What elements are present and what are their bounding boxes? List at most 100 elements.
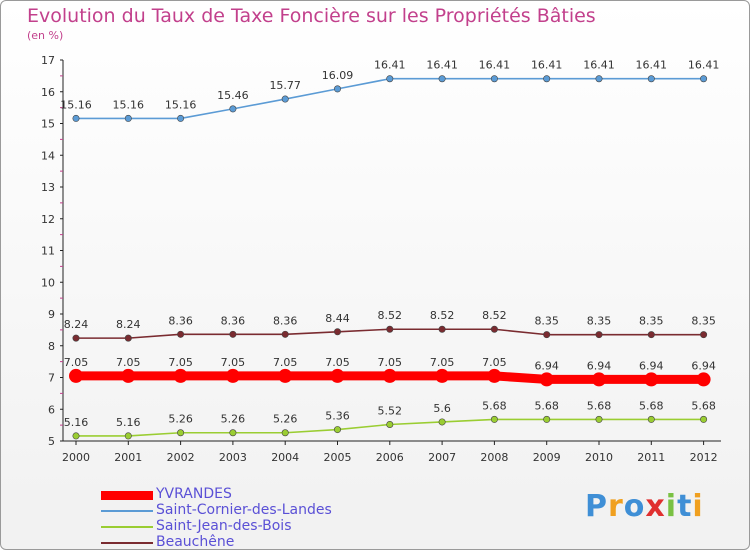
data-point bbox=[647, 415, 655, 423]
data-point bbox=[330, 368, 345, 383]
legend-entry: Saint-Jean-des-Bois bbox=[101, 518, 401, 535]
data-point bbox=[121, 368, 136, 383]
data-label: 5.16 bbox=[64, 416, 89, 429]
data-point bbox=[69, 368, 83, 383]
legend-label: Beauchêne bbox=[156, 534, 235, 550]
y-tick-label: 12 bbox=[41, 213, 55, 226]
data-label: 16.41 bbox=[636, 59, 668, 72]
data-label: 8.44 bbox=[325, 312, 350, 325]
data-label: 5.26 bbox=[273, 413, 298, 426]
x-tick-label: 2006 bbox=[376, 451, 404, 464]
data-label: 6.94 bbox=[691, 359, 716, 372]
data-point bbox=[438, 325, 446, 333]
legend-label: Saint-Cornier-des-Landes bbox=[156, 502, 332, 518]
y-tick-label: 17 bbox=[41, 54, 55, 67]
data-point bbox=[173, 368, 188, 383]
data-label: 15.77 bbox=[269, 79, 301, 92]
legend-swatch bbox=[101, 526, 153, 528]
x-tick-label: 2005 bbox=[324, 451, 352, 464]
legend-swatch bbox=[101, 490, 153, 500]
data-point bbox=[177, 114, 185, 122]
data-label: 8.52 bbox=[482, 309, 507, 322]
data-label: 6.94 bbox=[534, 359, 559, 372]
data-label: 15.46 bbox=[217, 89, 249, 102]
data-point bbox=[177, 330, 185, 338]
y-tick-label: 14 bbox=[41, 149, 55, 162]
x-tick-label: 2003 bbox=[219, 451, 247, 464]
data-label: 7.05 bbox=[430, 356, 455, 369]
data-point bbox=[386, 325, 394, 333]
data-label: 16.41 bbox=[688, 59, 720, 72]
data-point bbox=[177, 429, 185, 437]
legend-swatch bbox=[101, 510, 153, 512]
y-tick-label: 8 bbox=[48, 340, 55, 353]
data-point bbox=[386, 420, 394, 428]
x-tick-label: 2012 bbox=[690, 451, 718, 464]
data-point bbox=[595, 75, 603, 83]
x-tick-label: 2004 bbox=[271, 451, 299, 464]
y-tick-label: 11 bbox=[41, 245, 55, 258]
data-point bbox=[595, 331, 603, 339]
data-point bbox=[435, 368, 450, 383]
data-point bbox=[438, 418, 446, 426]
x-tick-label: 2001 bbox=[114, 451, 142, 464]
data-label: 5.68 bbox=[587, 399, 612, 412]
data-label: 16.41 bbox=[374, 59, 406, 72]
data-label: 5.26 bbox=[221, 413, 246, 426]
data-label: 15.16 bbox=[60, 98, 92, 111]
data-point bbox=[490, 415, 498, 423]
data-point bbox=[72, 114, 80, 122]
data-label: 7.05 bbox=[378, 356, 403, 369]
data-label: 8.52 bbox=[378, 309, 403, 322]
data-point bbox=[700, 75, 708, 83]
y-axis-unit-label: (en %) bbox=[27, 29, 64, 42]
data-label: 5.68 bbox=[691, 399, 716, 412]
chart-title: Evolution du Taux de Taxe Foncière sur l… bbox=[27, 5, 596, 27]
data-label: 16.09 bbox=[322, 69, 354, 82]
x-tick-label: 2008 bbox=[480, 451, 508, 464]
data-point bbox=[595, 415, 603, 423]
data-point bbox=[543, 75, 551, 83]
data-label: 6.94 bbox=[639, 359, 664, 372]
data-point bbox=[229, 429, 237, 437]
data-label: 5.26 bbox=[168, 413, 193, 426]
data-label: 8.24 bbox=[64, 318, 89, 331]
data-label: 5.36 bbox=[325, 410, 350, 423]
data-label: 7.05 bbox=[64, 356, 89, 369]
data-point bbox=[543, 331, 551, 339]
data-point bbox=[333, 85, 341, 93]
data-point bbox=[281, 429, 289, 437]
x-tick-label: 2002 bbox=[167, 451, 195, 464]
legend-label: YVRANDES bbox=[156, 486, 232, 502]
data-point bbox=[333, 426, 341, 434]
data-point bbox=[644, 372, 659, 387]
data-point bbox=[382, 368, 397, 383]
data-point bbox=[490, 325, 498, 333]
y-tick-label: 5 bbox=[48, 435, 55, 448]
data-label: 7.05 bbox=[482, 356, 507, 369]
x-tick-label: 2010 bbox=[585, 451, 613, 464]
data-label: 15.16 bbox=[165, 98, 197, 111]
proxiti-logo: Proxiti bbox=[585, 489, 704, 524]
y-tick-label: 7 bbox=[48, 372, 55, 385]
legend-swatch bbox=[101, 542, 153, 544]
data-point bbox=[229, 330, 237, 338]
data-label: 5.16 bbox=[116, 416, 141, 429]
data-point bbox=[592, 372, 606, 387]
data-label: 5.68 bbox=[482, 399, 507, 412]
data-point bbox=[72, 334, 80, 342]
data-point bbox=[124, 334, 132, 342]
chart-legend: YVRANDES Saint-Cornier-des-Landes Saint-Je… bbox=[101, 486, 401, 550]
data-point bbox=[438, 75, 446, 83]
data-point bbox=[124, 432, 132, 440]
y-tick-label: 16 bbox=[41, 86, 55, 99]
legend-entry: YVRANDES bbox=[101, 486, 401, 503]
data-label: 7.05 bbox=[221, 356, 246, 369]
data-label: 8.35 bbox=[691, 315, 716, 328]
data-label: 7.05 bbox=[168, 356, 193, 369]
y-tick-label: 6 bbox=[48, 403, 55, 416]
data-point bbox=[278, 368, 293, 383]
data-label: 16.41 bbox=[426, 59, 458, 72]
y-tick-label: 10 bbox=[41, 276, 55, 289]
